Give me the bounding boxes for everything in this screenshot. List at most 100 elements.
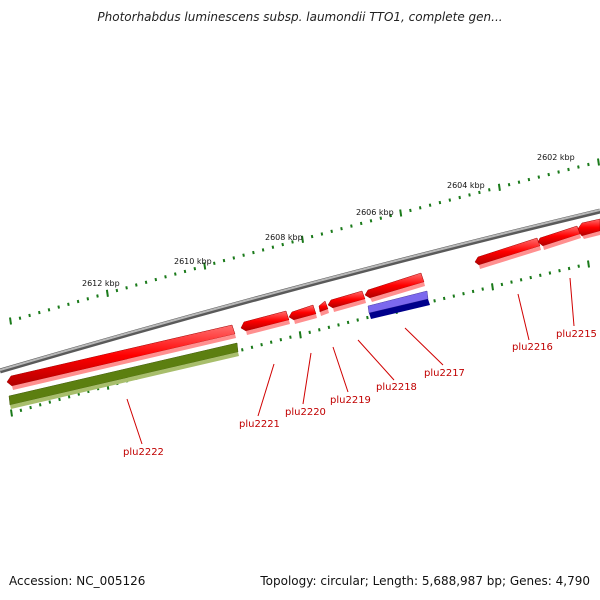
gene-label-plu2215[interactable]: plu2215: [556, 329, 597, 340]
outer-tick: [567, 167, 570, 172]
outer-tick: [497, 183, 501, 191]
outer-tick: [517, 180, 521, 184]
inner-tick: [289, 335, 292, 339]
outer-tick: [18, 316, 22, 320]
outer-tick: [507, 183, 511, 187]
inner-tick: [471, 289, 475, 294]
outer-tick: [193, 267, 197, 271]
inner-tick: [539, 273, 542, 277]
outer-tick: [57, 305, 60, 309]
outer-tick: [174, 272, 177, 276]
gene-label-plu2216[interactable]: plu2216: [512, 342, 553, 353]
outer-tick: [291, 240, 294, 244]
outer-tick: [144, 280, 148, 284]
accession-text: Accession: NC_005126: [9, 574, 146, 588]
inner-tick: [67, 395, 71, 399]
inner-tick: [260, 343, 263, 347]
ruler-label-2606: 2606 kbp: [356, 208, 394, 217]
ruler-label-2612: 2612 kbp: [82, 279, 120, 288]
gene-label-plu2217[interactable]: plu2217: [424, 368, 465, 379]
outer-tick: [448, 198, 452, 202]
genome-backbone-highlight: [0, 209, 600, 371]
outer-tick: [125, 286, 128, 290]
gene-label-plu2220[interactable]: plu2220: [285, 407, 326, 418]
ruler-label-2610: 2610 kbp: [174, 257, 212, 266]
inner-tick: [433, 299, 436, 303]
outer-tick: [350, 224, 353, 228]
outer-tick: [587, 162, 590, 167]
gene-plu2216[interactable]: [474, 237, 541, 269]
gene-plu2222-fwd[interactable]: [6, 324, 236, 390]
inner-tick: [491, 283, 494, 291]
outer-tick: [9, 317, 12, 325]
gene-plu2220[interactable]: [318, 300, 329, 316]
inner-tick: [510, 280, 513, 284]
inner-tick: [452, 294, 456, 298]
outer-tick: [164, 275, 167, 279]
inner-tick: [241, 348, 244, 352]
inner-tick: [500, 282, 504, 287]
outer-tick: [261, 248, 265, 252]
inner-tick: [366, 315, 369, 320]
outer-tick: [418, 206, 422, 210]
inner-tick: [308, 330, 311, 334]
outer-tick: [183, 269, 187, 274]
gene-label-plu2218[interactable]: plu2218: [376, 382, 417, 393]
inner-tick: [19, 408, 23, 412]
gene-label-plu2219[interactable]: plu2219: [330, 395, 371, 406]
outer-tick: [577, 165, 580, 169]
inner-tick: [519, 278, 523, 282]
outer-tick: [597, 158, 600, 166]
outer-tick: [537, 175, 541, 179]
inner-tick: [250, 345, 254, 349]
outer-tick: [222, 258, 226, 263]
inner-tick: [577, 264, 580, 268]
outer-tick: [252, 250, 255, 255]
outer-tick: [340, 227, 343, 231]
outer-tick: [28, 313, 31, 318]
gene-plu2220b[interactable]: [288, 304, 317, 324]
outer-tick: [242, 253, 245, 257]
ruler-label-2608: 2608 kbp: [265, 233, 303, 242]
outer-tick: [154, 277, 158, 282]
gene-plu2217[interactable]: [367, 290, 430, 319]
inner-tick: [346, 320, 350, 325]
inner-tick: [337, 323, 340, 327]
outer-tick: [135, 283, 138, 287]
outer-tick: [203, 262, 207, 270]
outer-tick: [488, 188, 491, 192]
inner-tick: [48, 400, 52, 404]
outer-tick: [67, 302, 70, 306]
gene-plu2216b[interactable]: [537, 225, 581, 250]
outer-tick: [232, 256, 236, 260]
outer-tick: [359, 221, 363, 226]
outer-tick: [547, 172, 550, 177]
inner-tick: [279, 338, 283, 342]
outer-tick: [330, 229, 333, 233]
inner-tick: [269, 340, 273, 344]
gene-plu2221[interactable]: [240, 310, 290, 335]
inner-tick: [481, 287, 484, 291]
outer-tick: [38, 310, 41, 315]
gene-label-plu2222[interactable]: plu2222: [123, 447, 164, 458]
inner-tick: [298, 331, 302, 339]
outer-tick: [310, 234, 314, 239]
outer-tick: [458, 195, 461, 200]
outer-tick: [438, 200, 442, 205]
inner-tick: [10, 409, 13, 417]
outer-tick: [320, 232, 324, 236]
outer-tick: [389, 213, 392, 218]
outer-tick: [301, 235, 304, 243]
gene-plu2219[interactable]: [327, 290, 366, 312]
gene-label-plu2221[interactable]: plu2221: [239, 419, 280, 430]
gene-plu2222[interactable]: [8, 342, 239, 409]
gene-leader-lines: [126, 277, 575, 445]
outer-tick: [379, 216, 383, 220]
outer-tick: [281, 242, 284, 247]
inner-tick: [567, 266, 571, 271]
inner-tick: [38, 403, 42, 407]
inner-tick: [318, 328, 321, 332]
outer-tick: [428, 203, 432, 207]
gene-plu2218[interactable]: [364, 272, 425, 302]
